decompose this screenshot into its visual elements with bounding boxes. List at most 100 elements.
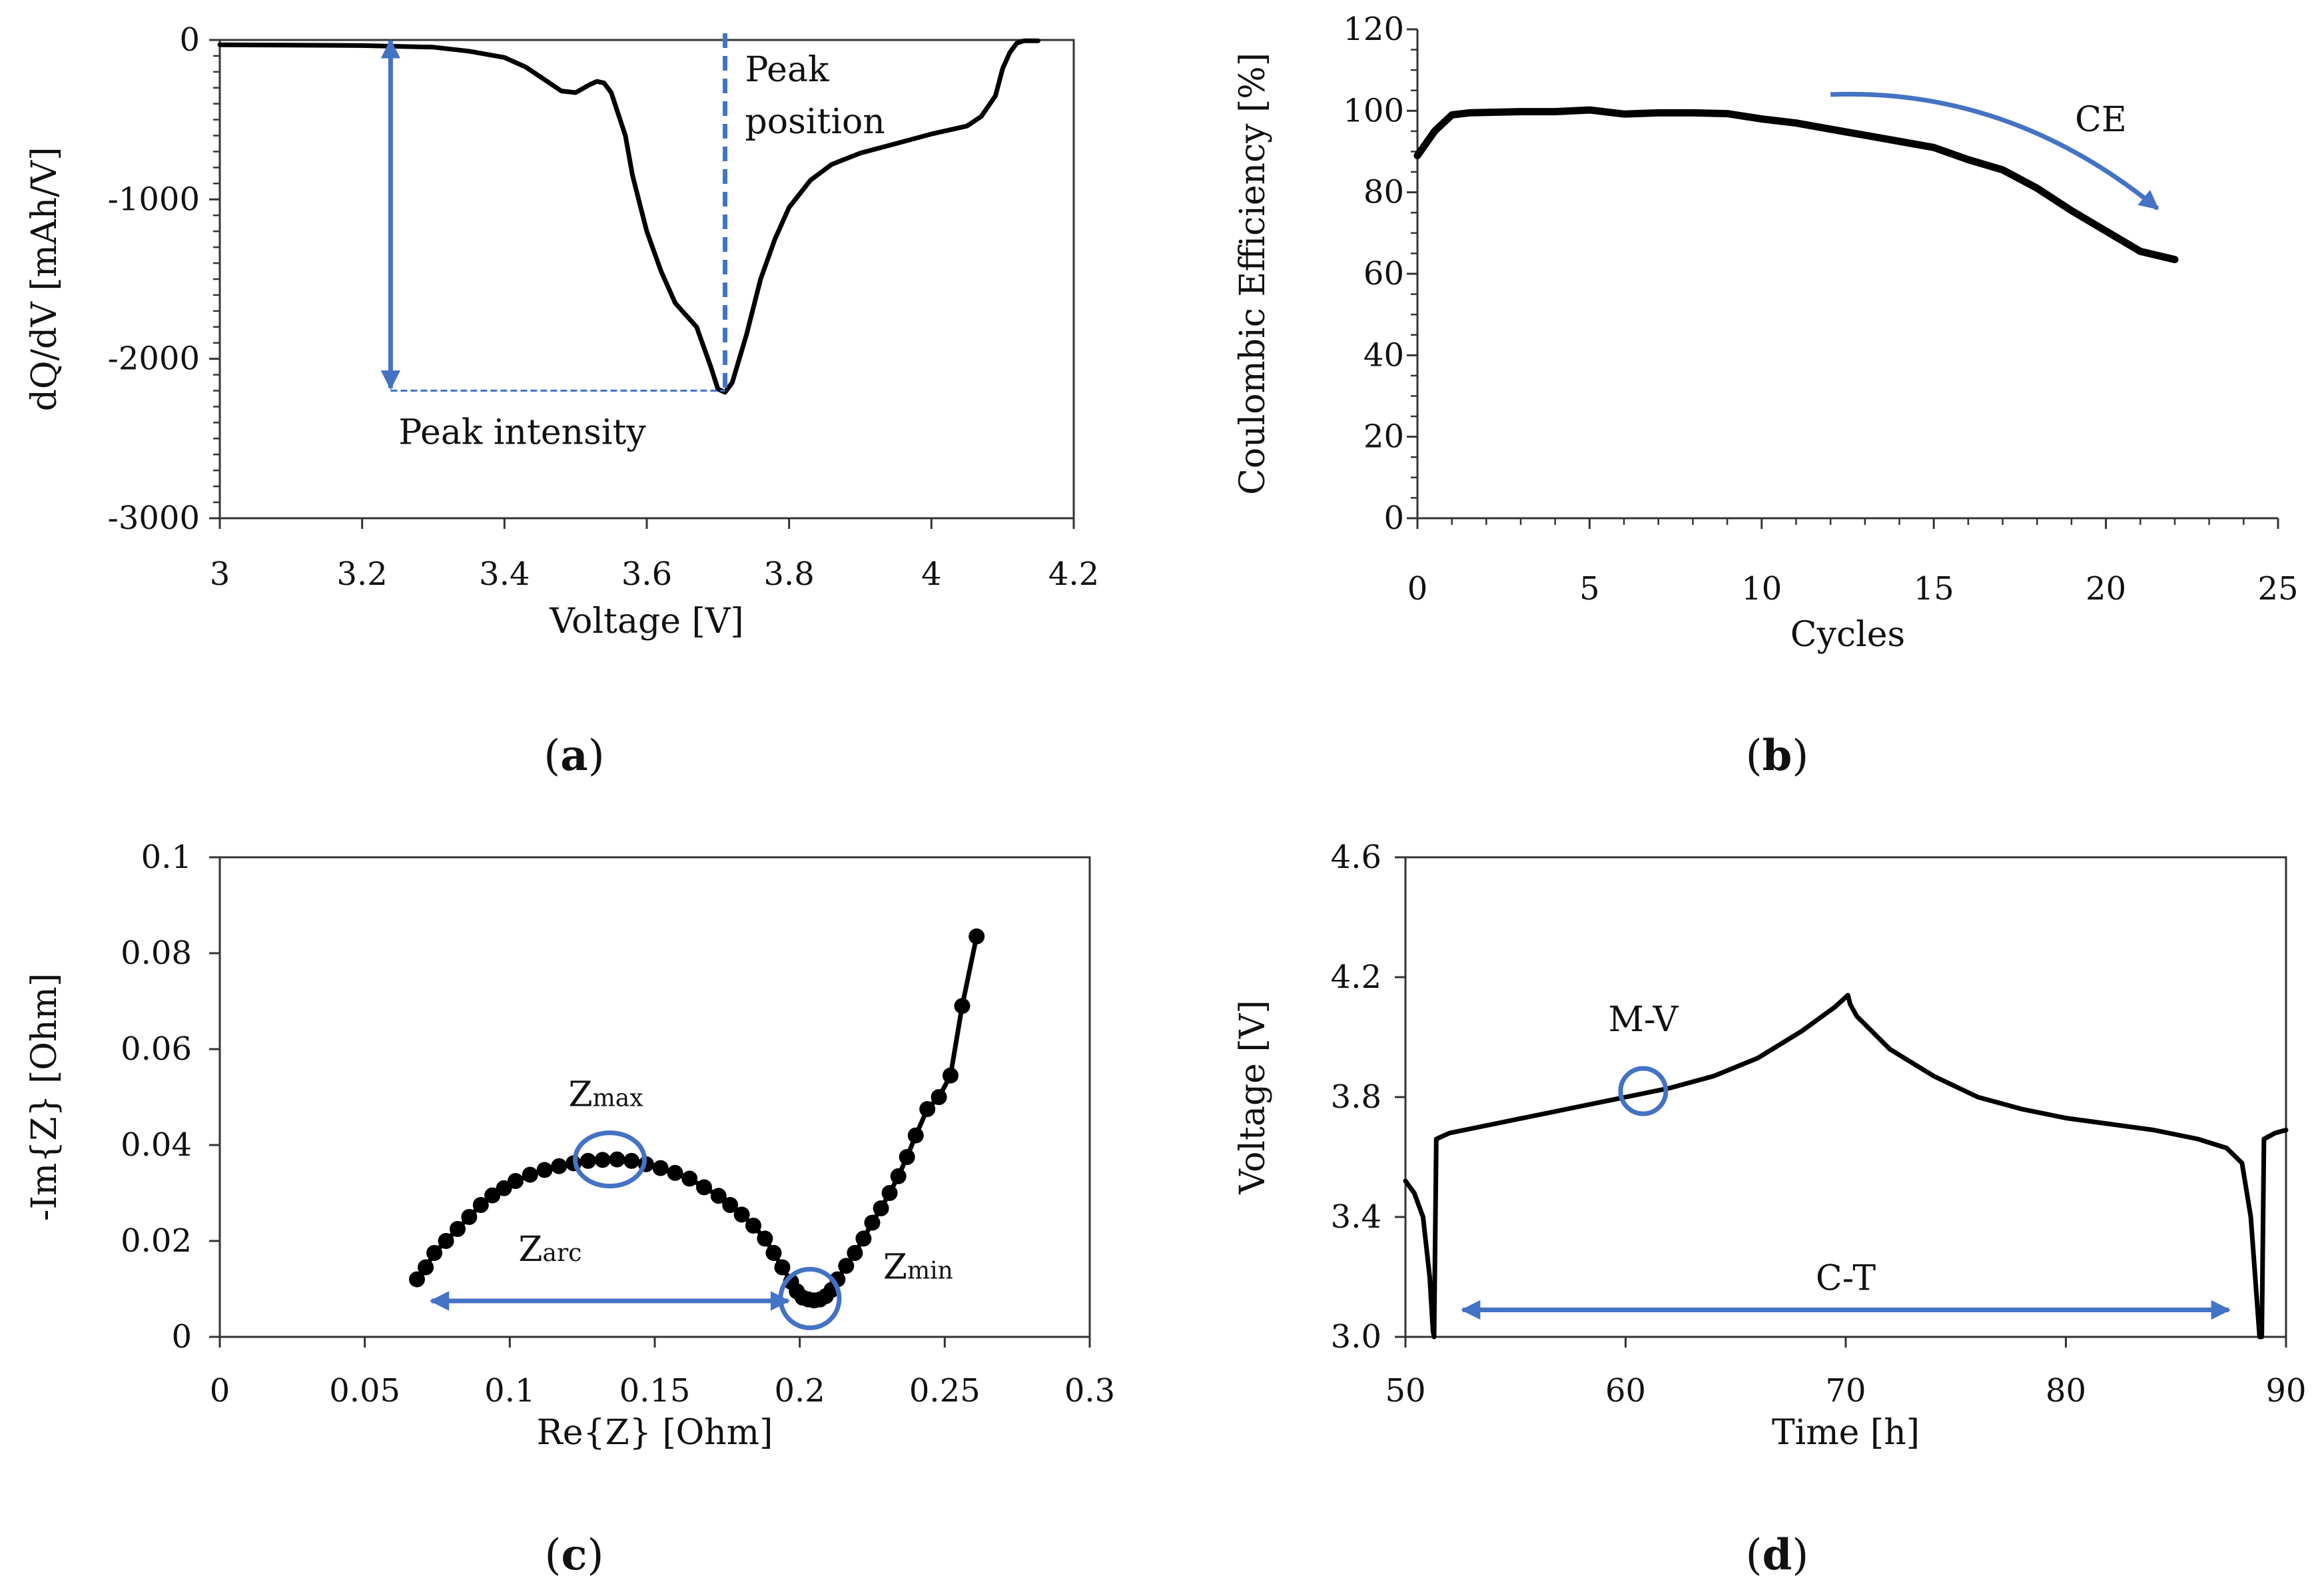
plot-frame: [218, 39, 1075, 520]
y-tick-label: 120: [1343, 11, 1404, 48]
y-tick-label: -3000: [108, 500, 200, 537]
data-point: [461, 1209, 478, 1225]
data-point: [652, 1160, 669, 1176]
panel-caption-a-letter: a: [560, 731, 587, 781]
data-point: [864, 1214, 881, 1231]
y-tick-label: 20: [1363, 418, 1404, 456]
mv-label: M-V: [1609, 1000, 1679, 1040]
data-point: [919, 1101, 936, 1117]
data-point: [757, 1230, 773, 1247]
plot-frame: [218, 856, 1091, 1338]
panel-caption-a: (a): [544, 731, 604, 781]
panel-a-dqdv-chart: 3 3.2 3.4 3.6 3.8 4 4.2 0 -1000 -2000 -3000 Voltage…: [25, 21, 1099, 641]
x-axis-title: Voltage [V]: [549, 601, 743, 641]
data-point: [873, 1200, 889, 1216]
data-point: [881, 1185, 898, 1201]
y-tick-label: -1000: [108, 181, 200, 218]
x-tick-label: 0.05: [329, 1372, 400, 1409]
data-point: [623, 1152, 640, 1169]
data-point: [855, 1230, 872, 1247]
x-tick-label: 60: [1605, 1372, 1646, 1409]
series-line: [1413, 106, 2179, 264]
x-tick-label: 25: [2257, 570, 2298, 607]
x-axis-title: Cycles: [1790, 615, 1905, 655]
panel-caption-d: (d): [1746, 1530, 1809, 1580]
data-point: [954, 998, 970, 1014]
peak-position-label-line2: position: [745, 102, 885, 142]
mv-highlight-circle: [1618, 1066, 1669, 1116]
y-tick-label: 60: [1363, 255, 1404, 292]
zmax-label: Zmax: [569, 1075, 643, 1115]
y-tick-label: 0: [179, 21, 200, 59]
panel-b-coulombic-efficiency-chart: 0 5 10 15 20 25 0 20 40 60 80 100 120 Cycles Coulombic…: [1233, 11, 2299, 655]
series-line: [414, 934, 979, 1303]
data-point: [968, 928, 985, 945]
data-point: [551, 1158, 568, 1174]
zarc-label: Zarc: [518, 1230, 581, 1270]
data-point: [710, 1188, 727, 1204]
x-tick-label: 0.2: [774, 1372, 825, 1409]
x-tick-label: 3.6: [621, 556, 672, 593]
y-tick-label: 80: [1363, 174, 1404, 211]
x-tick-label: 70: [1825, 1372, 1866, 1409]
y-tick-label: 100: [1343, 92, 1404, 129]
data-point: [609, 1151, 625, 1168]
data-point: [681, 1170, 698, 1187]
x-tick-label: 4: [921, 556, 942, 593]
y-tick-label: 3.4: [1331, 1198, 1381, 1236]
y-axis-title: Coulombic Efficiency [%]: [1233, 53, 1273, 495]
x-tick-label: 5: [1579, 570, 1600, 607]
x-tick-label: 0: [1407, 570, 1428, 607]
data-point: [847, 1245, 863, 1261]
data-point: [722, 1197, 739, 1213]
data-point: [426, 1245, 443, 1261]
y-tick-label: 40: [1363, 336, 1404, 374]
data-point: [522, 1166, 538, 1183]
y-tick-label: 0.02: [121, 1222, 192, 1260]
data-point: [733, 1206, 750, 1223]
x-tick-label: 80: [2046, 1372, 2086, 1409]
data-point: [472, 1197, 489, 1213]
y-axis-title: -Im{Z} [Ohm]: [25, 973, 65, 1221]
data-point: [696, 1179, 712, 1196]
data-point: [890, 1168, 907, 1184]
y-tick-label: 4.2: [1331, 959, 1381, 996]
y-tick-label: 3.8: [1331, 1078, 1381, 1116]
x-axis-title: Time [h]: [1772, 1413, 1920, 1453]
x-tick-label: 3.8: [763, 556, 814, 593]
x-axis-title: Re{Z} [Ohm]: [537, 1413, 773, 1453]
zmin-label-subscript: min: [907, 1257, 953, 1284]
y-tick-label: 0: [171, 1318, 192, 1356]
zmax-highlight-circle: [573, 1130, 647, 1189]
x-tick-label: 0.15: [619, 1372, 691, 1409]
peak-intensity-label: Peak intensity: [398, 413, 646, 453]
y-tick-label: 0: [1383, 500, 1404, 537]
data-point: [667, 1164, 683, 1181]
y-tick-label: 4.6: [1331, 839, 1381, 876]
y-tick-label: 0.06: [121, 1030, 192, 1068]
x-tick-label: 0.3: [1064, 1372, 1115, 1409]
data-point: [594, 1152, 611, 1168]
data-point: [579, 1152, 596, 1169]
series-line: [1403, 993, 2289, 1340]
y-tick-label: 0.04: [121, 1126, 192, 1164]
x-tick-label: 15: [1914, 570, 1954, 607]
y-tick-label: -2000: [108, 340, 200, 378]
data-point: [774, 1259, 791, 1276]
y-axis-title: dQ/dV [mAh/V]: [25, 147, 65, 412]
x-tick-label: 4.2: [1048, 556, 1099, 593]
zarc-label-subscript: arc: [543, 1240, 582, 1267]
x-tick-label: 3.4: [479, 556, 530, 593]
y-tick-label: 3.0: [1331, 1318, 1381, 1356]
panel-d-voltage-time-chart: 50 60 70 80 90 3.0 3.4 3.8 4.2 4.6 Time [h] Voltage…: [1233, 839, 2307, 1453]
ce-trend-label: CE: [2075, 100, 2127, 140]
series-line: [217, 38, 1041, 395]
data-point: [450, 1221, 466, 1237]
data-point: [899, 1149, 915, 1165]
ce-trend-arrow: [1830, 91, 2159, 210]
panel-caption-b-letter: b: [1762, 731, 1792, 781]
data-point: [484, 1187, 501, 1204]
data-point: [438, 1233, 454, 1249]
ct-label: C-T: [1816, 1259, 1876, 1299]
